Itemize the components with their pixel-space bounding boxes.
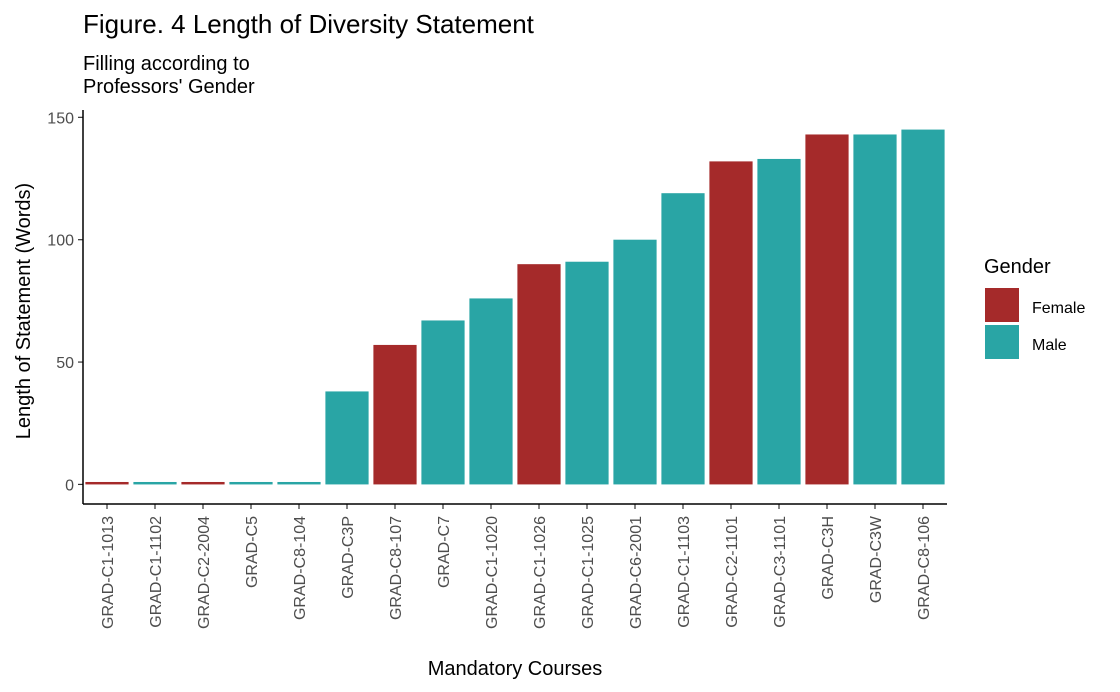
x-tick-label: GRAD-C1-1026 — [532, 516, 549, 629]
chart-subtitle-line-1: Filling according to — [83, 53, 250, 75]
x-tick-label: GRAD-C3H — [820, 516, 837, 600]
x-tick-label: GRAD-C7 — [436, 516, 453, 588]
bar-grad-c1-1103 — [661, 193, 705, 485]
bar-grad-c1-1013 — [85, 481, 129, 485]
x-axis-ticks: GRAD-C1-1013 GRAD-C1-1102 GRAD-C2-2004 GRAD… — [100, 504, 933, 629]
x-tick-label: GRAD-C3P — [340, 516, 357, 599]
chart-title: Figure. 4 Length of Diversity Statement — [83, 9, 535, 39]
x-tick-label: GRAD-C3W — [868, 515, 885, 603]
x-tick-label: GRAD-C1-1013 — [100, 516, 117, 629]
y-axis-ticks: 0 50 100 150 — [47, 110, 83, 494]
x-axis-title: Mandatory Courses — [428, 658, 603, 680]
bar-grad-c3p — [325, 391, 369, 485]
bar-grad-c1-1025 — [565, 261, 609, 485]
x-tick-label: GRAD-C1-1025 — [580, 516, 597, 629]
x-tick-label: GRAD-C1-1102 — [148, 516, 165, 628]
x-tick-label: GRAD-C2-2004 — [196, 516, 213, 629]
bar-grad-c7 — [421, 320, 465, 485]
bar-grad-c1-1026 — [517, 264, 561, 485]
y-axis-title: Length of Statement (Words) — [13, 183, 35, 439]
legend-swatch-female — [985, 288, 1019, 322]
x-tick-label: GRAD-C5 — [244, 516, 261, 588]
bar-grad-c3w — [853, 134, 897, 485]
chart-subtitle-line-2: Professors' Gender — [83, 76, 255, 98]
bar-grad-c6-2001 — [613, 239, 657, 485]
legend-swatch-male — [985, 325, 1019, 359]
bar-grad-c2-2004 — [181, 481, 225, 485]
bar-grad-c1-1020 — [469, 298, 513, 485]
y-tick-label: 50 — [56, 355, 74, 372]
bar-grad-c1-1102 — [133, 481, 177, 485]
x-tick-label: GRAD-C3-1101 — [772, 516, 789, 628]
x-tick-label: GRAD-C8-107 — [388, 516, 405, 620]
legend: Gender Female Male — [984, 256, 1085, 359]
bar-grad-c3h — [805, 134, 849, 485]
x-tick-label: GRAD-C8-104 — [292, 516, 309, 620]
bar-grad-c8-107 — [373, 344, 417, 485]
x-tick-label: GRAD-C8-106 — [916, 516, 933, 620]
bar-grad-c2-1101 — [709, 161, 753, 485]
x-tick-label: GRAD-C2-1101 — [724, 516, 741, 628]
y-tick-label: 0 — [65, 477, 74, 494]
legend-label-male: Male — [1032, 337, 1067, 354]
legend-label-female: Female — [1032, 300, 1085, 317]
y-tick-label: 100 — [47, 233, 74, 250]
x-tick-label: GRAD-C1-1020 — [484, 516, 501, 629]
y-tick-label: 150 — [47, 110, 74, 127]
bar-grad-c8-106 — [901, 129, 945, 485]
bars-group — [85, 129, 945, 485]
bar-grad-c3-1101 — [757, 158, 801, 485]
legend-title: Gender — [984, 256, 1051, 278]
bar-grad-c5 — [229, 481, 273, 485]
bar-grad-c8-104 — [277, 481, 321, 485]
x-tick-label: GRAD-C6-2001 — [628, 516, 645, 629]
x-tick-label: GRAD-C1-1103 — [676, 516, 693, 628]
